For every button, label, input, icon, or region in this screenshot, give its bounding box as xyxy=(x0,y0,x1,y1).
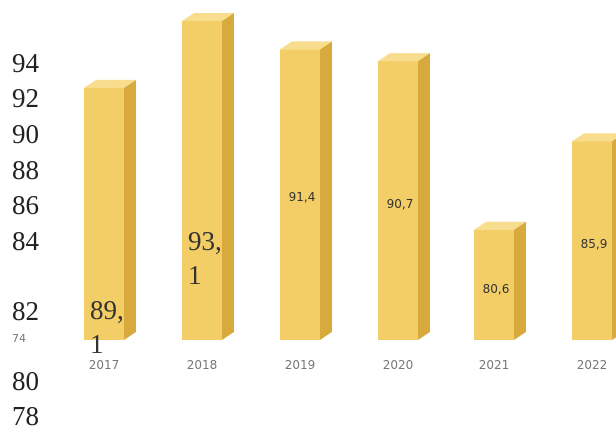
value-label: 93,1 xyxy=(188,226,222,290)
overlay-label: 82 xyxy=(12,296,39,326)
overlay-label: 86 xyxy=(12,190,39,220)
x-tick-label: 2017 xyxy=(88,358,120,372)
x-tick-label: 2018 xyxy=(186,358,218,372)
value-label: 91,4 xyxy=(288,190,316,204)
bar-side xyxy=(418,53,430,341)
bar-top xyxy=(474,221,526,230)
bar-top xyxy=(572,133,616,142)
x-tick-label: 2019 xyxy=(284,358,316,372)
bar xyxy=(280,49,320,341)
bar-side xyxy=(320,41,332,341)
overlay-label: 78 xyxy=(12,401,39,431)
bar-top xyxy=(378,53,430,62)
value-label: 85,9 xyxy=(580,237,608,251)
overlay-label: 92 xyxy=(12,83,39,113)
bar xyxy=(572,141,612,340)
bar xyxy=(84,87,124,340)
bar-side xyxy=(222,13,234,341)
bar xyxy=(182,21,222,341)
overlay-label: 84 xyxy=(12,226,39,256)
value-label: 80,6 xyxy=(482,282,510,296)
bar-side xyxy=(612,138,616,340)
y-tick-label: 74 xyxy=(12,332,26,345)
overlay-label: 90 xyxy=(12,119,39,149)
x-tick-label: 2021 xyxy=(478,358,510,372)
bar-side xyxy=(514,221,526,340)
value-label: 90,7 xyxy=(386,197,414,211)
value-label: 89,1 xyxy=(90,295,124,359)
overlay-label: 80 xyxy=(12,366,39,396)
x-tick-label: 2022 xyxy=(576,358,608,372)
bar-side xyxy=(124,79,136,340)
x-tick-label: 2020 xyxy=(382,358,414,372)
overlay-label: 88 xyxy=(12,155,39,185)
bar xyxy=(474,229,514,340)
bar-top xyxy=(182,13,234,22)
bar-top xyxy=(84,79,136,88)
bar xyxy=(378,61,418,341)
bar-top xyxy=(280,41,332,50)
overlay-label: 94 xyxy=(12,48,39,78)
